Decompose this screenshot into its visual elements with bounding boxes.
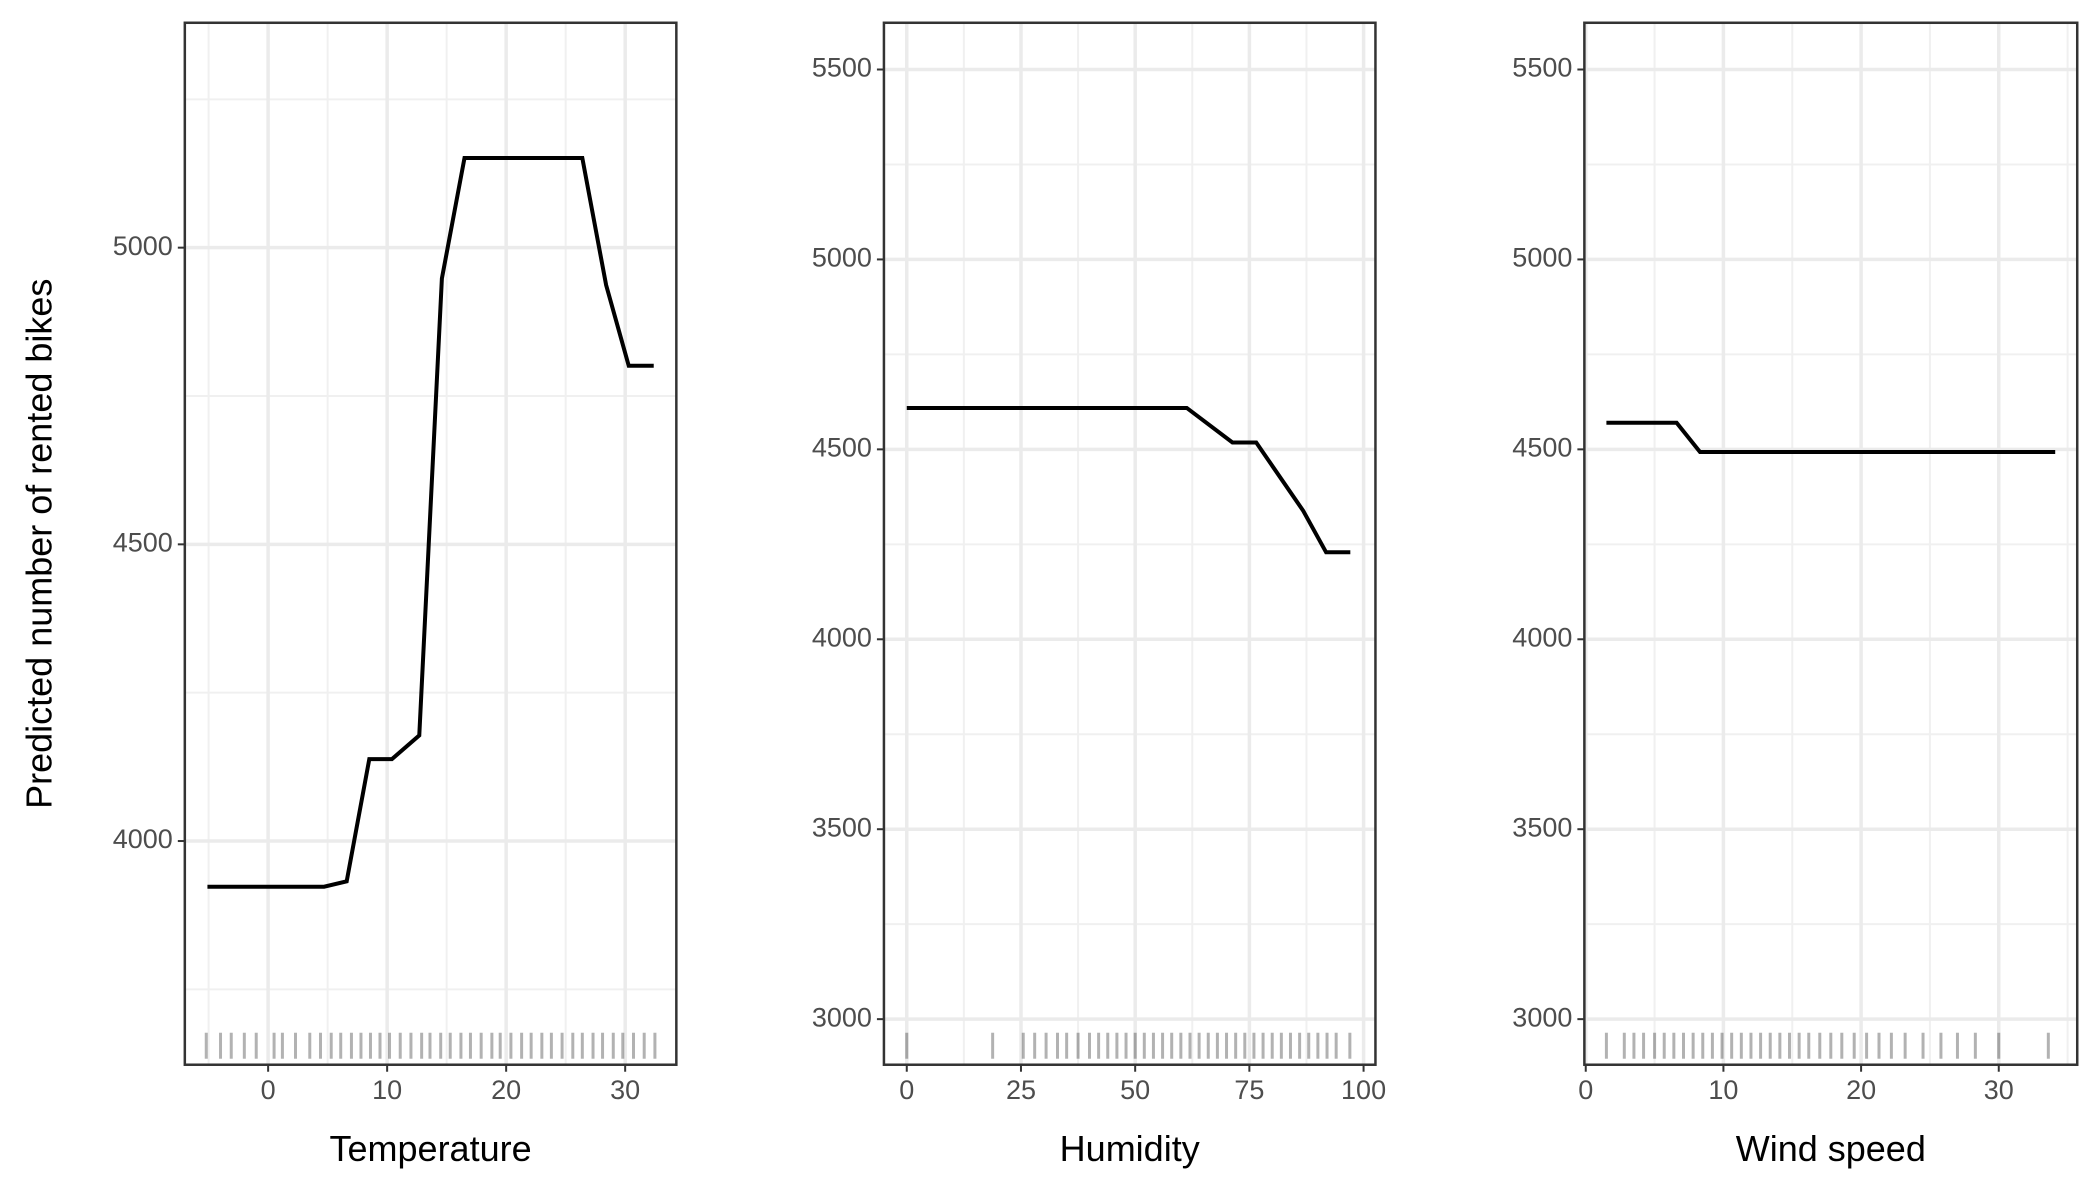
x-axis-title: Humidity <box>1060 1128 1200 1169</box>
x-axis-title: Wind speed <box>1736 1128 1926 1169</box>
x-tick-label: 0 <box>1578 1075 1593 1105</box>
x-tick-label: 0 <box>899 1075 914 1105</box>
panel: 3000 3500 4000 4500 5000 5500 0 25 50 75 100 Humidi… <box>812 21 1386 1169</box>
y-tick-label: 5500 <box>1512 53 1572 83</box>
x-tick-label: 30 <box>1984 1075 2014 1105</box>
x-tick-label: 25 <box>1006 1075 1036 1105</box>
line <box>906 405 1351 555</box>
panel: 4000 4500 5000 0 10 20 30 Temperature Predicted … <box>19 21 678 1169</box>
x-tick-label: 10 <box>372 1075 402 1105</box>
panel-border <box>882 21 1377 1066</box>
y-tick-label: 4500 <box>1512 432 1572 462</box>
y-axis-title: Predicted number of rented bikes <box>19 279 60 809</box>
x-tick-label: 0 <box>261 1075 276 1105</box>
panel-border <box>183 21 678 1066</box>
y-tick-label: 3500 <box>1512 812 1572 842</box>
line <box>207 156 654 889</box>
x-axis-title: Temperature <box>330 1128 532 1169</box>
y-tick-label: 5500 <box>812 53 872 83</box>
x-tick-label: 10 <box>1708 1075 1738 1105</box>
x-tick-label: 30 <box>610 1075 640 1105</box>
y-tick-label: 5000 <box>812 243 872 273</box>
y-tick-label: 4000 <box>113 824 173 854</box>
x-tick-label: 50 <box>1120 1075 1150 1105</box>
y-tick-label: 4000 <box>1512 622 1572 652</box>
x-tick-label: 20 <box>1846 1075 1876 1105</box>
y-tick-label: 5000 <box>1512 243 1572 273</box>
panel-border <box>1583 21 2079 1066</box>
x-tick-label: 100 <box>1341 1075 1386 1105</box>
line <box>1606 420 2056 455</box>
y-tick-label: 4500 <box>113 527 173 557</box>
y-tick-label: 3000 <box>812 1002 872 1032</box>
y-tick-label: 4500 <box>812 432 872 462</box>
y-tick-label: 3000 <box>1512 1002 1572 1032</box>
x-tick-label: 75 <box>1234 1075 1264 1105</box>
y-tick-label: 5000 <box>113 231 173 261</box>
x-tick-label: 20 <box>491 1075 521 1105</box>
y-tick-label: 3500 <box>812 812 872 842</box>
y-tick-label: 4000 <box>812 622 872 652</box>
panel: 3000 3500 4000 4500 5000 5500 0 10 20 30 Wind spee… <box>1512 21 2079 1169</box>
